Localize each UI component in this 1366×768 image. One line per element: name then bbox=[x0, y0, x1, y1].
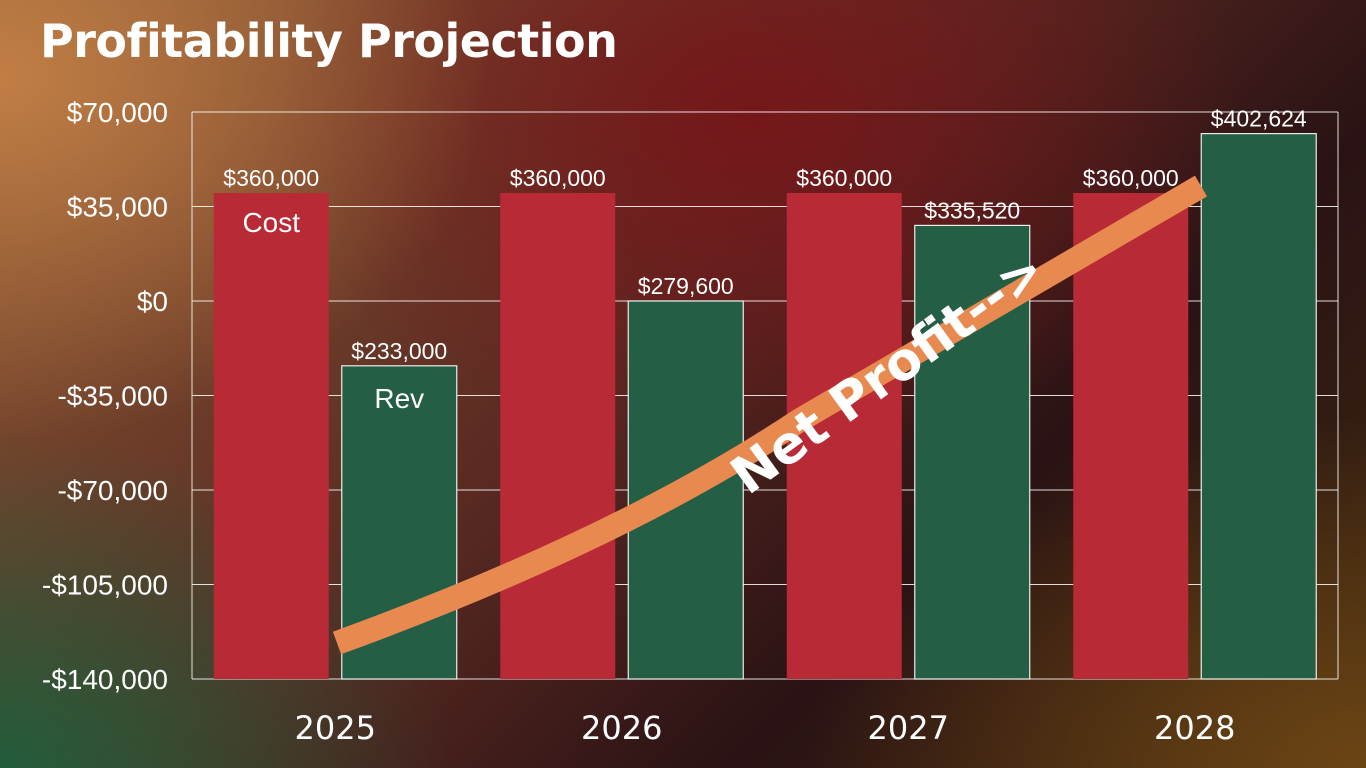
data-label: $360,000 bbox=[223, 165, 319, 191]
bar-cost-2026 bbox=[500, 193, 616, 679]
chart-title: Profitability Projection bbox=[40, 14, 618, 68]
data-label: $233,000 bbox=[351, 338, 447, 364]
y-tick-label: -$70,000 bbox=[57, 475, 168, 506]
bar-cost-2027 bbox=[786, 193, 902, 679]
net-profit-trend-line bbox=[332, 175, 1208, 655]
x-tick-label: 2026 bbox=[581, 709, 662, 747]
y-tick-label: $35,000 bbox=[67, 192, 168, 223]
data-label: $360,000 bbox=[796, 165, 892, 191]
bar-cost-2028 bbox=[1073, 193, 1189, 679]
series-label-cost: Cost bbox=[242, 207, 300, 238]
net-profit-annotation: Net Profit--> bbox=[332, 175, 1208, 655]
y-axis: $70,000 $35,000 $0 -$35,000 -$70,000 -$105,00… bbox=[42, 97, 168, 695]
y-tick-label: -$105,000 bbox=[42, 570, 168, 601]
bar-cost-2025 bbox=[213, 193, 329, 679]
bar-rev-2028 bbox=[1200, 133, 1317, 680]
y-tick-label: $70,000 bbox=[67, 97, 168, 128]
data-label: $402,624 bbox=[1211, 106, 1307, 132]
x-tick-label: 2028 bbox=[1154, 709, 1235, 747]
y-tick-label: -$35,000 bbox=[57, 381, 168, 412]
data-label: $335,520 bbox=[924, 197, 1020, 223]
bars bbox=[213, 133, 1317, 680]
data-label: $360,000 bbox=[1083, 165, 1179, 191]
y-tick-label: $0 bbox=[137, 286, 168, 317]
x-axis: 2025 2026 2027 2028 bbox=[295, 709, 1236, 747]
data-labels: $360,000 Cost $233,000 Rev $360,000 $279,600 $… bbox=[223, 106, 1307, 414]
x-tick-label: 2025 bbox=[295, 709, 376, 747]
series-label-rev: Rev bbox=[374, 383, 424, 414]
data-label: $279,600 bbox=[638, 273, 734, 299]
data-label: $360,000 bbox=[510, 165, 606, 191]
y-tick-label: -$140,000 bbox=[42, 664, 168, 695]
x-tick-label: 2027 bbox=[868, 709, 949, 747]
